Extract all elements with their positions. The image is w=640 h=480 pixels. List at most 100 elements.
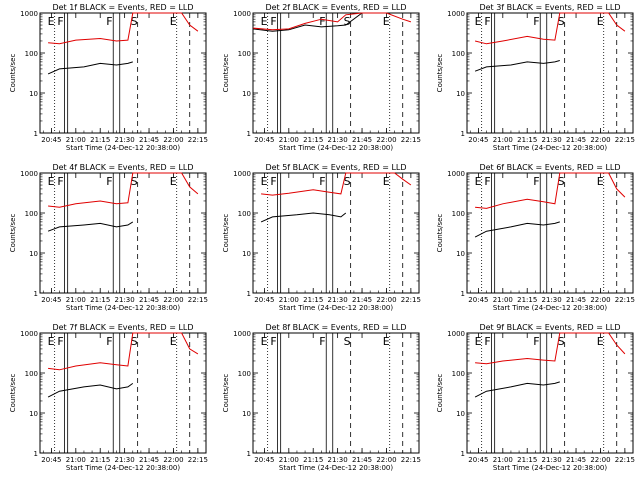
x-axis-label: Start Time (24-Dec-12 20:38:00) xyxy=(493,144,607,152)
event-marker-label: F xyxy=(106,335,112,348)
event-marker-label: F xyxy=(319,335,325,348)
events-series-line xyxy=(474,60,560,72)
event-marker-label: S xyxy=(344,175,351,188)
y-tick-label: 1 xyxy=(247,290,251,298)
event-marker-label: S xyxy=(131,175,138,188)
y-tick-label: 1000 xyxy=(233,330,251,338)
event-marker-label: S xyxy=(558,335,565,348)
x-tick-label: 22:00 xyxy=(376,296,396,304)
y-tick-label: 1 xyxy=(247,450,251,458)
lld-series-line xyxy=(252,12,412,31)
x-tick-label: 21:30 xyxy=(115,136,135,144)
y-tick-label: 100 xyxy=(238,370,251,378)
y-tick-label: 100 xyxy=(238,50,251,58)
plot-frame xyxy=(39,332,207,454)
panel-title: Det 8f BLACK = Events, RED = LLD xyxy=(265,323,406,332)
event-marker-label: F xyxy=(270,335,276,348)
x-tick-label: 20:45 xyxy=(41,296,61,304)
y-tick-label: 1 xyxy=(34,130,38,138)
event-marker-label: E xyxy=(475,335,482,348)
events-series-line xyxy=(252,12,363,32)
lld-series-line xyxy=(475,332,626,365)
event-marker-label: E xyxy=(475,175,482,188)
event-marker-label: F xyxy=(270,175,276,188)
event-marker-label: F xyxy=(106,15,112,28)
x-tick-label: 20:45 xyxy=(41,136,61,144)
event-marker-label: S xyxy=(131,335,138,348)
x-tick-label: 22:00 xyxy=(163,456,183,464)
x-tick-label: 22:15 xyxy=(188,456,208,464)
plot-frame xyxy=(466,12,634,134)
panel-det-4: Det 4f BLACK = Events, RED = LLD Counts/s… xyxy=(9,163,208,312)
x-axis-label: Start Time (24-Dec-12 20:38:00) xyxy=(279,144,393,152)
event-marker-label: S xyxy=(558,175,565,188)
y-axis-label: Counts/sec xyxy=(222,374,230,413)
events-series-line xyxy=(474,381,560,398)
y-tick-label: 100 xyxy=(25,210,38,218)
event-marker-label: E xyxy=(597,335,604,348)
event-marker-label: E xyxy=(170,335,177,348)
event-marker-label: F xyxy=(533,335,539,348)
events-series-line xyxy=(260,212,347,223)
event-marker-label: E xyxy=(597,15,604,28)
y-tick-label: 100 xyxy=(452,370,465,378)
x-tick-label: 21:00 xyxy=(493,136,513,144)
x-tick-label: 22:15 xyxy=(401,296,421,304)
plot-frame xyxy=(39,172,207,294)
plot-frame xyxy=(252,12,420,134)
lld-series-line xyxy=(48,12,199,45)
y-tick-label: 10 xyxy=(29,90,38,98)
x-axis-label: Start Time (24-Dec-12 20:38:00) xyxy=(66,464,180,472)
lld-series-line xyxy=(474,12,626,45)
x-tick-label: 21:00 xyxy=(66,136,86,144)
event-marker-label: E xyxy=(383,15,390,28)
event-marker-label: E xyxy=(383,335,390,348)
x-tick-label: 21:15 xyxy=(517,456,537,464)
event-marker-label: S xyxy=(558,15,565,28)
y-tick-label: 1000 xyxy=(233,10,251,18)
event-marker-label: E xyxy=(170,15,177,28)
x-tick-label: 22:15 xyxy=(615,136,635,144)
y-tick-label: 1 xyxy=(34,450,38,458)
y-tick-label: 1 xyxy=(34,290,38,298)
x-tick-label: 22:00 xyxy=(590,136,610,144)
x-tick-label: 21:45 xyxy=(352,136,372,144)
x-tick-label: 21:30 xyxy=(542,136,562,144)
x-tick-label: 21:45 xyxy=(139,136,159,144)
x-tick-label: 22:00 xyxy=(376,136,396,144)
event-marker-label: E xyxy=(261,335,268,348)
y-tick-label: 1 xyxy=(247,130,251,138)
x-axis-label: Start Time (24-Dec-12 20:38:00) xyxy=(493,304,607,312)
event-marker-label: E xyxy=(261,175,268,188)
x-axis-label: Start Time (24-Dec-12 20:38:00) xyxy=(279,304,393,312)
event-marker-label: F xyxy=(57,15,63,28)
x-tick-label: 21:00 xyxy=(493,296,513,304)
plot-frame xyxy=(466,332,634,454)
event-marker-label: E xyxy=(475,15,482,28)
x-tick-label: 22:00 xyxy=(590,296,610,304)
x-axis-label: Start Time (24-Dec-12 20:38:00) xyxy=(279,464,393,472)
panel-det-9: Det 9f BLACK = Events, RED = LLD Counts/s… xyxy=(436,323,635,472)
panel-title: Det 3f BLACK = Events, RED = LLD xyxy=(479,3,620,12)
y-axis-label: Counts/sec xyxy=(9,214,17,253)
x-tick-label: 21:00 xyxy=(66,456,86,464)
event-marker-label: F xyxy=(533,175,539,188)
x-tick-label: 20:45 xyxy=(254,456,274,464)
lld-series-line xyxy=(48,332,199,371)
x-tick-label: 21:00 xyxy=(279,296,299,304)
x-tick-label: 21:00 xyxy=(279,456,299,464)
x-tick-label: 20:45 xyxy=(468,136,488,144)
y-tick-label: 100 xyxy=(25,370,38,378)
y-tick-label: 1000 xyxy=(20,330,38,338)
panel-det-7: Det 7f BLACK = Events, RED = LLD Counts/s… xyxy=(9,323,208,472)
y-tick-label: 10 xyxy=(456,410,465,418)
panel-det-3: Det 3f BLACK = Events, RED = LLD Counts/s… xyxy=(436,3,635,152)
event-marker-label: F xyxy=(484,175,490,188)
event-marker-label: E xyxy=(261,15,268,28)
x-tick-label: 22:15 xyxy=(188,296,208,304)
event-marker-label: F xyxy=(106,175,112,188)
y-tick-label: 1000 xyxy=(447,170,465,178)
panel-det-8: Det 8f BLACK = Events, RED = LLD Counts/s… xyxy=(222,323,421,472)
x-tick-label: 22:15 xyxy=(401,136,421,144)
y-axis-label: Counts/sec xyxy=(436,54,444,93)
